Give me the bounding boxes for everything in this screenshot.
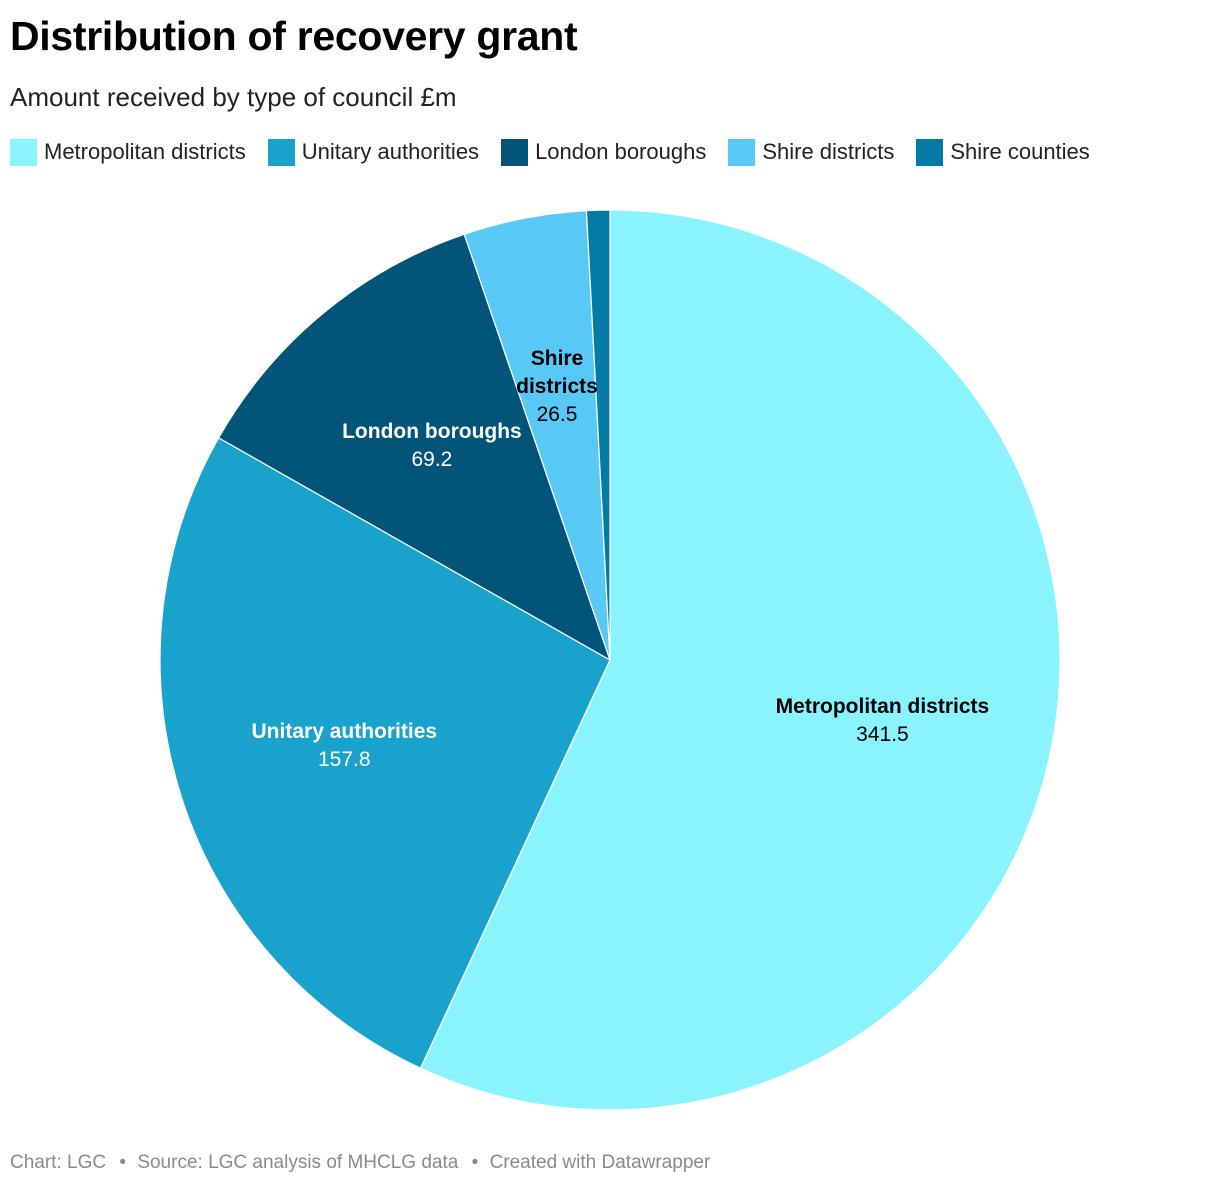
slice-value-label: 26.5 (537, 403, 578, 426)
chart-legend: Metropolitan districts Unitary authoriti… (10, 136, 1112, 168)
slice-name-label: districts (516, 375, 598, 398)
footer-created-with: Created with Datawrapper (489, 1152, 711, 1173)
chart-subtitle: Amount received by type of council £m (10, 82, 457, 112)
footer-chart-credit: Chart: LGC (10, 1152, 107, 1173)
slice-label-metropolitan-districts: Metropolitan districts 341.5 (776, 695, 990, 746)
legend-swatch (728, 138, 756, 166)
legend-label: Shire counties (950, 139, 1090, 164)
legend-swatch (10, 138, 37, 166)
legend-item-shire-districts: Shire districts (728, 137, 894, 167)
legend-item-shire-counties: Shire counties (916, 137, 1090, 167)
slice-name-label: Unitary authorities (252, 720, 438, 743)
pie-slice-shire-counties (585, 209, 611, 661)
slice-label-london-boroughs: London boroughs 69.2 (342, 420, 522, 471)
slice-name-label: Metropolitan districts (776, 695, 990, 718)
chart-footer: Chart: LGC • Source: LGC analysis of MHC… (10, 1150, 710, 1176)
slice-label-unitary-authorities: Unitary authorities 157.8 (252, 720, 438, 771)
legend-label: London boroughs (535, 139, 707, 164)
pie-slice-london-boroughs (218, 233, 611, 661)
legend-item-unitary-authorities: Unitary authorities (267, 137, 480, 167)
legend-item-metropolitan-districts: Metropolitan districts (10, 137, 246, 167)
legend-swatch (267, 138, 295, 166)
footer-separator: • (119, 1152, 127, 1173)
slice-value-label: 69.2 (411, 448, 452, 471)
legend-label: Shire districts (762, 139, 895, 164)
pie-slice-labels: Metropolitan districts 341.5 Unitary autho… (252, 347, 990, 771)
pie-slice-metropolitan-districts (419, 209, 1061, 1111)
slice-label-shire-districts: Shire districts 26.5 (516, 347, 598, 426)
legend-swatch (916, 138, 944, 166)
slice-name-label: London boroughs (342, 420, 522, 443)
pie-slice-unitary-authorities (159, 437, 611, 1069)
slice-value-label: 341.5 (856, 723, 909, 746)
legend-label: Unitary authorities (301, 139, 480, 164)
slice-value-label: 157.8 (318, 748, 371, 771)
slice-name-label: Shire (531, 347, 584, 370)
legend-label: Metropolitan districts (44, 139, 246, 164)
footer-source: Source: LGC analysis of MHCLG data (137, 1152, 459, 1173)
legend-item-london-boroughs: London boroughs (501, 137, 706, 167)
legend-swatch (501, 138, 529, 166)
pie-slices (159, 209, 1061, 1111)
chart-title: Distribution of recovery grant (10, 13, 578, 59)
footer-separator: • (471, 1152, 479, 1173)
